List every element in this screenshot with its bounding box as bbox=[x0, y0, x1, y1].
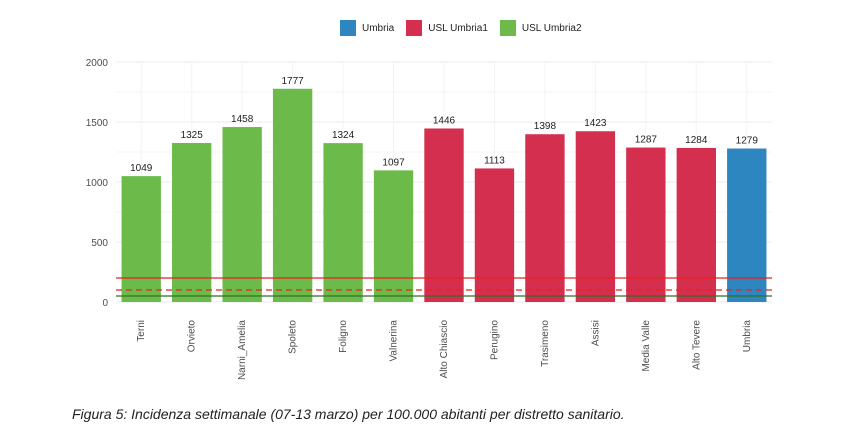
bar-foligno bbox=[323, 143, 363, 302]
y-tick-label: 1000 bbox=[86, 178, 109, 189]
bar-value-label: 1458 bbox=[231, 114, 254, 125]
figure-caption: Figura 5: Incidenza settimanale (07-13 m… bbox=[72, 406, 625, 422]
bar-value-label: 1279 bbox=[736, 136, 759, 147]
bar-terni bbox=[121, 176, 161, 302]
bar-value-label: 1097 bbox=[382, 157, 405, 168]
legend-label-usl-umbria1: USL Umbria1 bbox=[428, 22, 488, 34]
y-tick-label: 1500 bbox=[86, 118, 109, 129]
bar-value-label: 1446 bbox=[433, 115, 456, 126]
bar-assisi bbox=[575, 131, 616, 302]
x-tick-label: Foligno bbox=[338, 320, 349, 353]
bar-value-label: 1325 bbox=[181, 130, 204, 141]
x-tick-label: Trasimeno bbox=[540, 320, 551, 367]
bar-valnerina bbox=[373, 170, 414, 302]
x-tick-label: Terni bbox=[136, 320, 147, 342]
legend-item-umbria: Umbria bbox=[340, 20, 394, 36]
x-tick-label: Narni_Amelia bbox=[237, 320, 248, 380]
x-tick-label: Assisi bbox=[590, 320, 601, 346]
y-tick-label: 500 bbox=[91, 238, 108, 249]
x-tick-label: Spoleto bbox=[288, 320, 299, 354]
bar-value-label: 1113 bbox=[484, 155, 505, 166]
bar-value-label: 1049 bbox=[130, 163, 153, 174]
x-tick-label: Alto Tevere bbox=[691, 320, 702, 370]
x-tick-label: Perugino bbox=[489, 320, 500, 360]
bar-narni-amelia bbox=[222, 127, 262, 302]
bar-alto-tevere bbox=[676, 147, 716, 302]
bar-trasimeno bbox=[525, 134, 565, 302]
bar-orvieto bbox=[172, 143, 212, 302]
bar-value-label: 1284 bbox=[685, 135, 708, 146]
bar-umbria bbox=[727, 148, 767, 302]
legend-label-usl-umbria2: USL Umbria2 bbox=[521, 22, 582, 34]
bar-spoleto bbox=[272, 88, 313, 302]
bar-value-label: 1777 bbox=[281, 76, 304, 87]
x-tick-label: Media Valle bbox=[641, 320, 652, 372]
bar-value-label: 1287 bbox=[635, 135, 658, 146]
chart-legend: Umbria USL Umbria1 USL Umbria2 bbox=[340, 20, 594, 36]
bar-chart: 0 500 1000 1500 2000 1049 Terni 1325 Orvieto 1458… bbox=[86, 58, 772, 380]
bar-perugino bbox=[474, 168, 515, 302]
y-tick-label: 0 bbox=[102, 298, 108, 309]
x-tick-label: Umbria bbox=[742, 320, 753, 353]
legend-label-umbria: Umbria bbox=[362, 22, 395, 34]
bar-alto-chiascio bbox=[424, 128, 464, 302]
bar-value-label: 1423 bbox=[584, 118, 607, 129]
y-tick-label: 2000 bbox=[86, 58, 109, 69]
bar-value-label: 1398 bbox=[534, 121, 557, 132]
legend-swatch-usl-umbria1 bbox=[406, 20, 423, 36]
bar-value-label: 1324 bbox=[332, 130, 355, 141]
legend-item-usl-umbria1: USL Umbria1 bbox=[406, 20, 488, 36]
x-tick-label: Orvieto bbox=[187, 320, 198, 353]
legend-swatch-umbria bbox=[340, 20, 356, 36]
bar-media-valle bbox=[626, 147, 666, 302]
legend-item-usl-umbria2: USL Umbria2 bbox=[499, 20, 582, 36]
x-tick-label: Valnerina bbox=[389, 320, 400, 362]
x-tick-label: Alto Chiascio bbox=[439, 320, 450, 379]
legend-swatch-usl-umbria2 bbox=[499, 20, 516, 36]
